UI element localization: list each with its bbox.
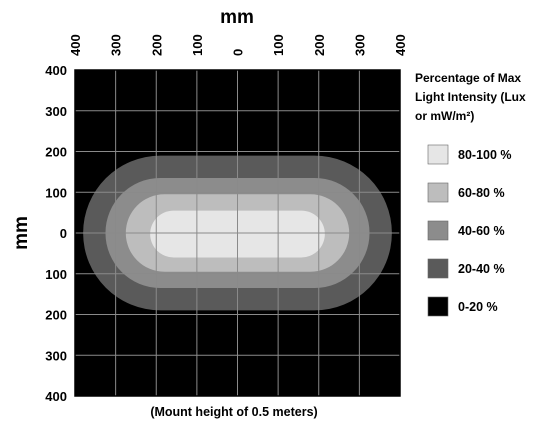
legend-label: 20-40 % xyxy=(458,262,505,276)
y-tick-label: 300 xyxy=(45,348,67,363)
y-tick-label: 200 xyxy=(45,308,67,323)
legend-title-line: Light Intensity (Lux xyxy=(415,90,526,104)
x-tick-label: 400 xyxy=(393,34,408,56)
x-tick-label: 100 xyxy=(271,34,286,56)
legend-swatch xyxy=(427,258,449,279)
y-tick-label: 100 xyxy=(45,267,67,282)
legend-swatch xyxy=(427,144,449,165)
legend-items: 80-100 % 60-80 % 40-60 % 20-40 % 0-20 % xyxy=(427,144,512,317)
plot-frame xyxy=(74,69,401,397)
x-tick-label: 200 xyxy=(149,34,164,56)
legend-swatch xyxy=(427,220,449,241)
legend-swatch xyxy=(427,182,449,203)
x-tick-label: 400 xyxy=(68,34,83,56)
legend: Percentage of Max Light Intensity (Lux or … xyxy=(415,71,526,317)
x-tick-label: 300 xyxy=(109,34,124,56)
x-axis-tick-labels: 400 300 200 100 0 100 200 300 400 xyxy=(68,34,408,56)
y-tick-label: 400 xyxy=(45,389,67,404)
legend-title-line: or mW/m²) xyxy=(415,109,474,123)
legend-label: 80-100 % xyxy=(458,148,512,162)
y-tick-label: 400 xyxy=(45,63,67,78)
legend-title: Percentage of Max Light Intensity (Lux or … xyxy=(415,71,526,123)
legend-label: 0-20 % xyxy=(458,300,498,314)
y-tick-label: 300 xyxy=(45,104,67,119)
legend-label: 60-80 % xyxy=(458,186,505,200)
x-tick-label: 0 xyxy=(231,49,246,56)
legend-label: 40-60 % xyxy=(458,224,505,238)
x-tick-label: 200 xyxy=(312,34,327,56)
x-tick-label: 100 xyxy=(190,34,205,56)
y-axis-title: mm xyxy=(11,216,32,250)
y-tick-label: 0 xyxy=(60,226,67,241)
chart-caption: (Mount height of 0.5 meters) xyxy=(150,405,317,419)
plot-area xyxy=(74,69,401,397)
x-axis-title: mm xyxy=(220,7,254,28)
y-tick-label: 200 xyxy=(45,145,67,160)
legend-swatch xyxy=(427,296,449,317)
x-tick-label: 300 xyxy=(352,34,367,56)
legend-title-line: Percentage of Max xyxy=(415,71,521,85)
y-tick-label: 100 xyxy=(45,185,67,200)
y-axis-tick-labels: 400 300 200 100 0 100 200 300 400 xyxy=(45,63,67,404)
